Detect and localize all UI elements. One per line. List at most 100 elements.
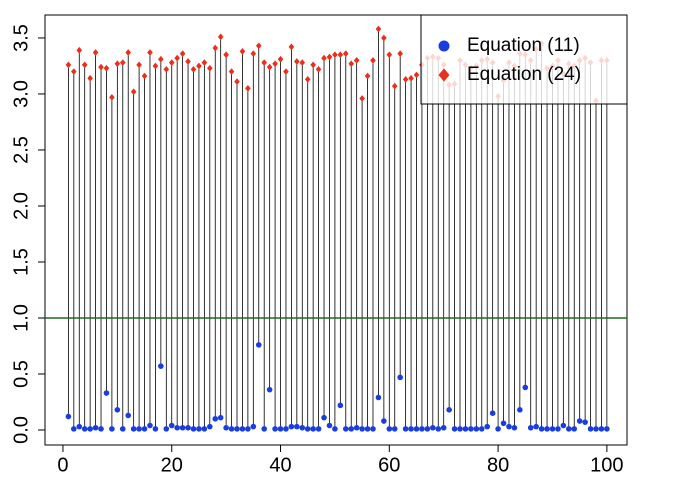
point xyxy=(125,49,132,56)
point xyxy=(299,424,306,431)
point xyxy=(446,407,452,413)
point xyxy=(538,426,545,432)
point xyxy=(114,60,121,68)
point xyxy=(391,426,398,432)
point xyxy=(141,72,148,80)
point xyxy=(359,426,365,432)
point xyxy=(76,423,83,430)
point xyxy=(201,59,208,66)
point xyxy=(212,44,219,52)
x-tick-label: 100 xyxy=(590,454,623,476)
plot-frame xyxy=(44,14,628,446)
point xyxy=(277,426,284,432)
point xyxy=(321,54,327,62)
y-tick-label: 3.0 xyxy=(10,80,32,108)
point xyxy=(381,34,387,42)
point xyxy=(593,426,599,432)
point xyxy=(315,65,322,73)
point xyxy=(158,363,164,369)
point xyxy=(103,390,110,396)
point xyxy=(598,426,605,432)
point xyxy=(489,410,496,416)
point xyxy=(119,59,126,66)
point xyxy=(283,426,289,432)
point xyxy=(185,424,191,431)
point xyxy=(332,426,338,432)
point xyxy=(223,424,229,431)
point xyxy=(462,426,469,432)
point xyxy=(125,412,132,419)
point xyxy=(130,426,137,432)
x-tick-label: 40 xyxy=(269,454,291,476)
point xyxy=(408,74,414,82)
point xyxy=(65,413,72,420)
point xyxy=(87,74,93,82)
y-tick-label: 2.0 xyxy=(10,192,32,220)
point xyxy=(81,61,88,69)
point xyxy=(234,78,240,86)
point xyxy=(353,57,360,64)
point xyxy=(294,58,300,65)
point xyxy=(326,53,333,61)
point xyxy=(65,61,72,69)
point xyxy=(152,62,159,70)
point xyxy=(332,51,338,59)
point xyxy=(250,423,257,430)
point xyxy=(402,426,409,432)
point xyxy=(397,50,403,58)
x-tick-label: 80 xyxy=(487,454,509,476)
point xyxy=(451,426,458,432)
point xyxy=(266,63,273,71)
point xyxy=(103,64,110,72)
point xyxy=(571,426,578,432)
point xyxy=(440,424,447,431)
point xyxy=(179,424,186,431)
point xyxy=(174,54,180,62)
point xyxy=(582,419,588,425)
point xyxy=(310,426,316,432)
legend-marker xyxy=(438,40,450,52)
y-tick-label: 0.0 xyxy=(10,416,32,444)
point xyxy=(310,61,316,69)
point xyxy=(272,60,278,68)
point xyxy=(185,58,191,65)
point xyxy=(348,426,355,432)
point xyxy=(163,65,170,73)
point xyxy=(511,424,518,431)
point xyxy=(408,426,414,432)
point xyxy=(81,426,88,432)
point xyxy=(402,76,409,83)
point xyxy=(239,48,246,55)
point xyxy=(174,424,180,431)
point xyxy=(71,426,77,432)
point xyxy=(114,407,121,413)
point xyxy=(136,426,142,432)
point xyxy=(321,414,327,421)
point xyxy=(190,65,197,73)
point xyxy=(130,88,137,96)
y-tick-label: 0.5 xyxy=(10,360,32,388)
point xyxy=(168,59,175,66)
point xyxy=(386,426,393,432)
point xyxy=(337,51,344,59)
point xyxy=(288,423,295,430)
y-tick-label: 2.5 xyxy=(10,136,32,164)
y-tick-label: 1.0 xyxy=(10,304,32,332)
point xyxy=(283,68,289,75)
point xyxy=(255,342,262,348)
point xyxy=(261,59,268,66)
point xyxy=(381,418,387,424)
point xyxy=(457,426,463,432)
point xyxy=(522,384,529,391)
point xyxy=(430,424,436,431)
point xyxy=(419,426,425,432)
point xyxy=(587,426,594,432)
y-tick-label: 3.5 xyxy=(10,24,32,52)
point xyxy=(228,426,235,432)
point xyxy=(98,426,104,432)
point xyxy=(71,68,77,75)
point xyxy=(152,426,159,432)
point xyxy=(223,51,229,59)
point xyxy=(304,76,311,83)
